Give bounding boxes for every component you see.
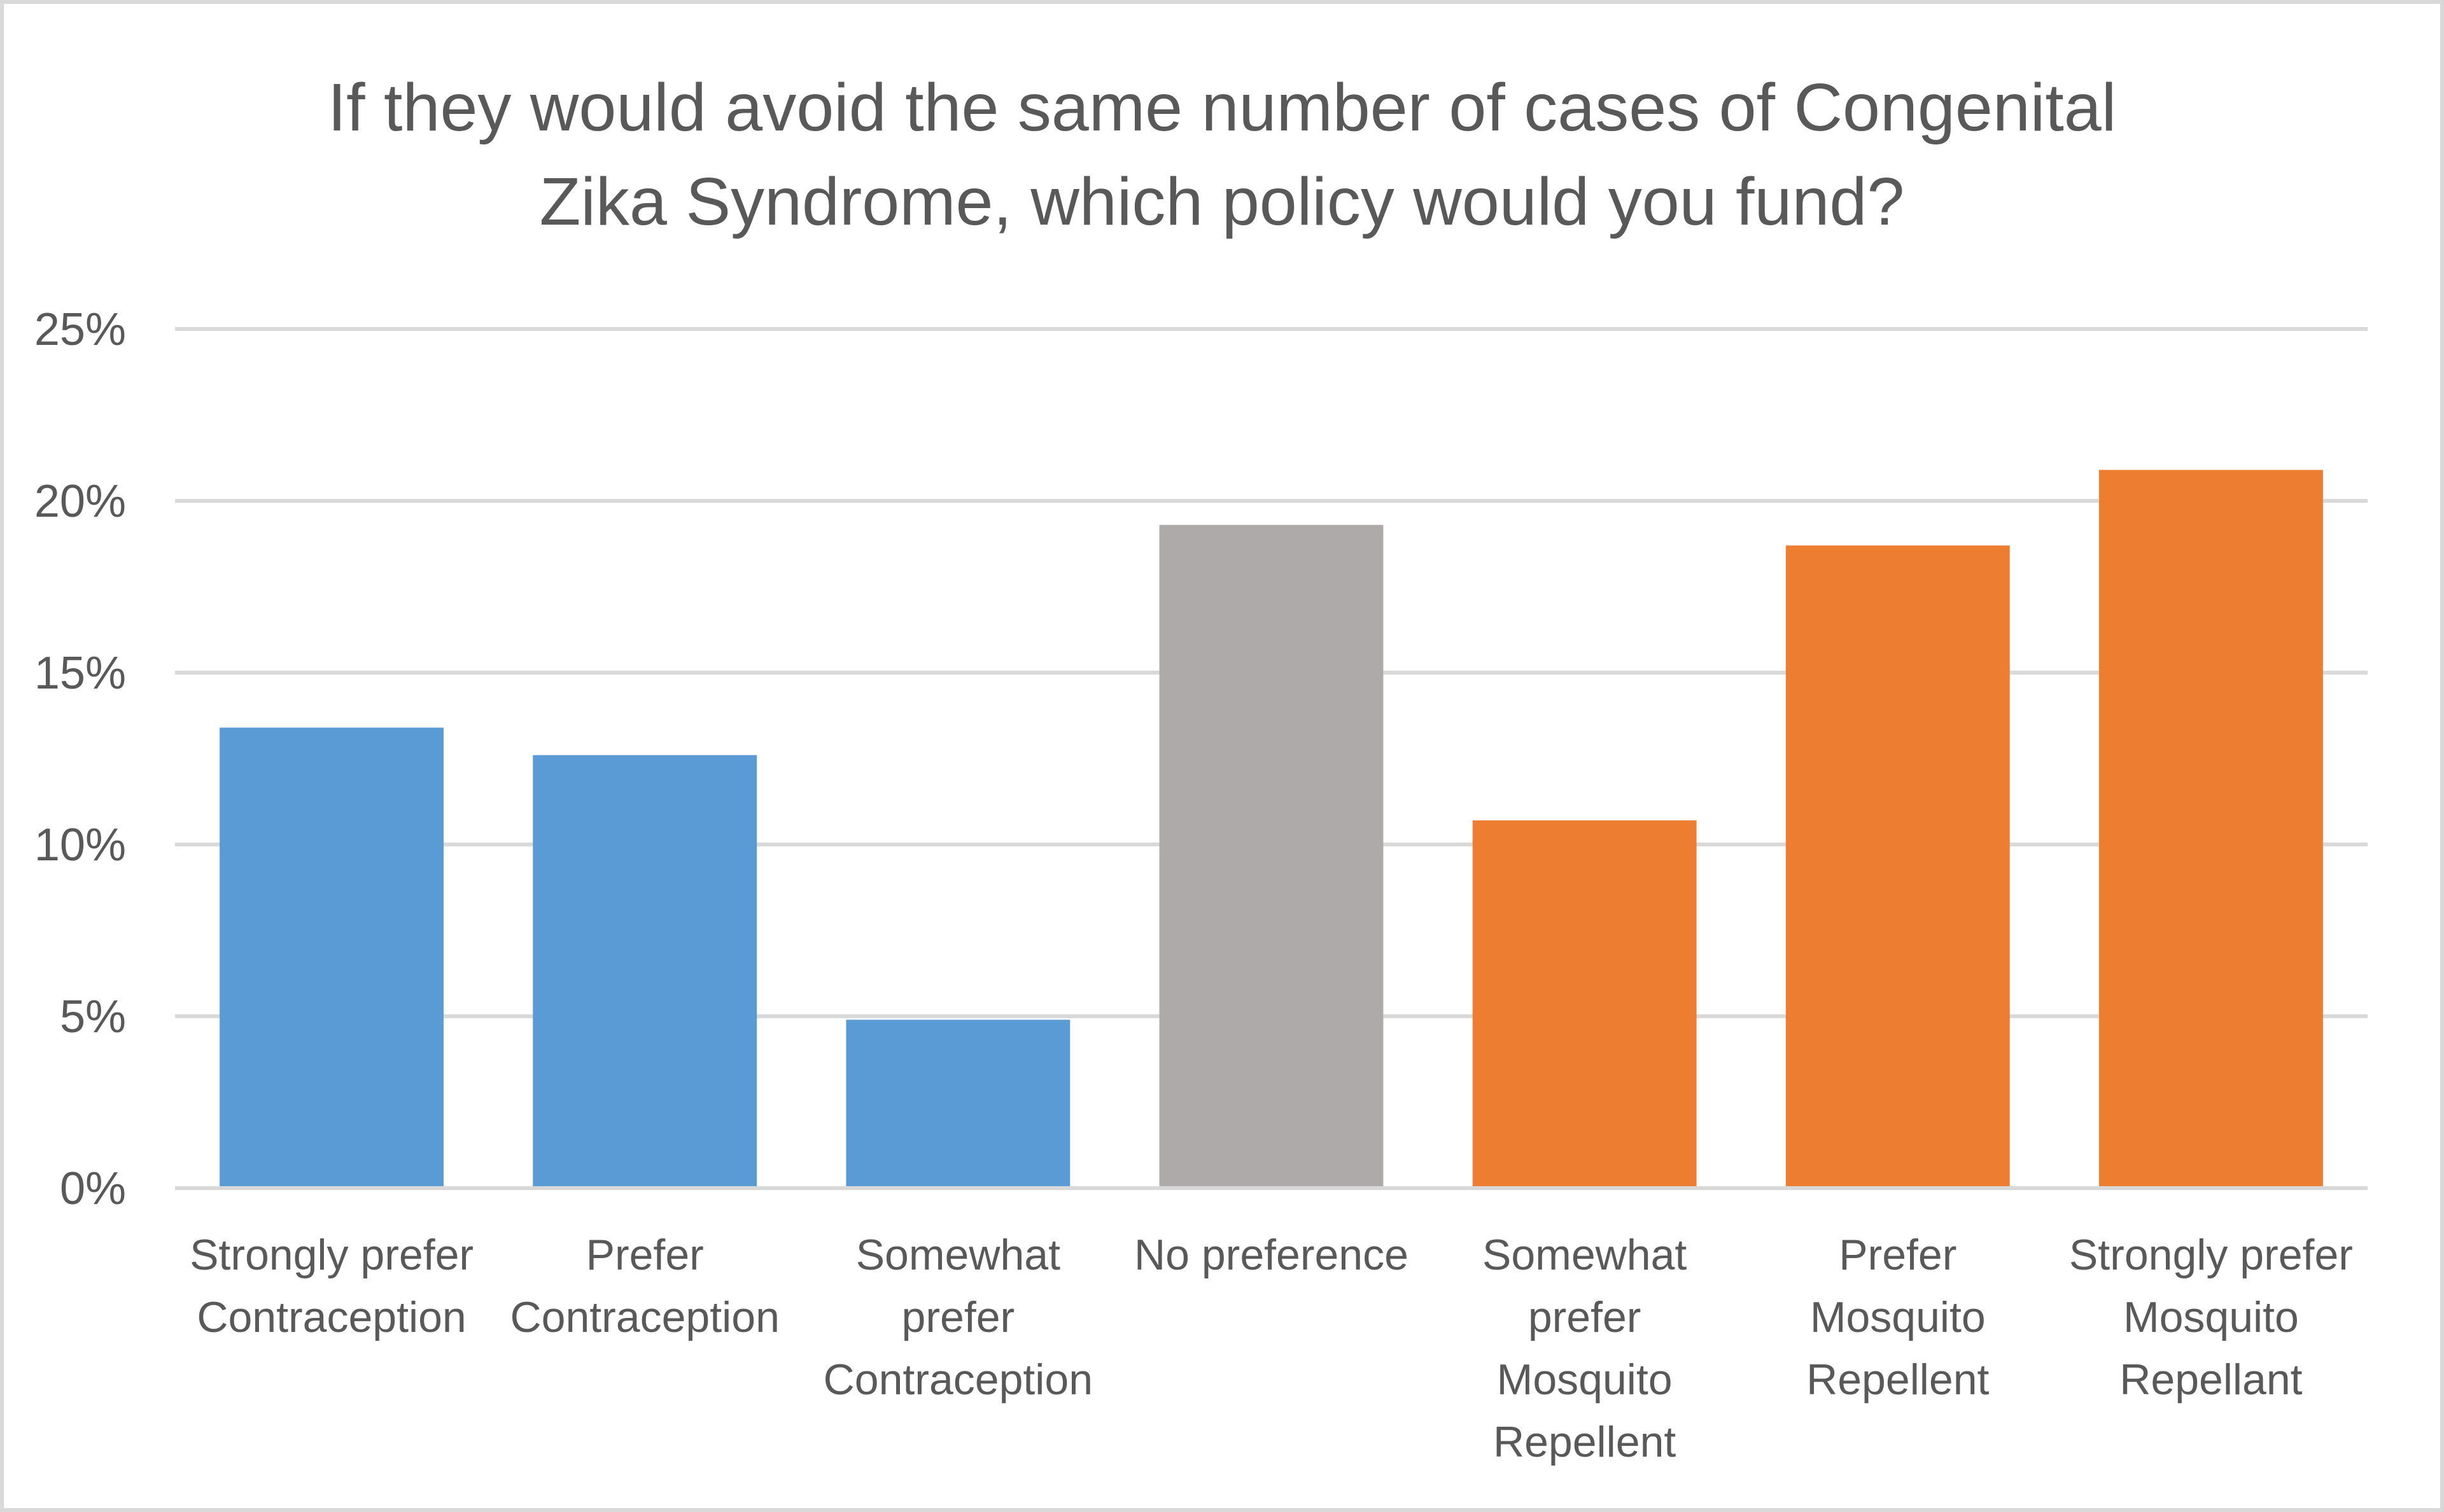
x-category-label: Contraception	[510, 1293, 780, 1341]
bar	[1472, 820, 1697, 1188]
bar	[1785, 545, 2010, 1188]
bar	[533, 755, 757, 1188]
y-tick-label: 10%	[34, 820, 126, 871]
x-category-label: Mosquito	[2123, 1293, 2299, 1341]
x-category-label: Mosquito	[1810, 1293, 1986, 1341]
y-tick-label: 0%	[60, 1163, 126, 1214]
bar	[2098, 470, 2323, 1188]
x-category-label: Repellent	[1806, 1355, 1989, 1404]
x-category-label: Contraception	[824, 1355, 1093, 1404]
x-category-label: Mosquito	[1497, 1355, 1673, 1404]
bar	[220, 727, 444, 1188]
x-category-label: Somewhat	[856, 1231, 1060, 1279]
bar	[1159, 524, 1384, 1188]
chart-title-line: Zika Syndrome, which policy would you fu…	[540, 164, 1905, 239]
x-category-label: Strongly prefer	[190, 1231, 474, 1279]
bars	[175, 470, 2368, 1190]
x-category-label: Prefer	[1839, 1231, 1956, 1279]
x-category-label: Strongly prefer	[2069, 1231, 2353, 1279]
x-category-label: prefer	[902, 1293, 1015, 1341]
x-category-label: Prefer	[586, 1231, 704, 1279]
chart-title-line: If they would avoid the same number of c…	[328, 70, 2117, 145]
x-category-label: No preference	[1134, 1231, 1408, 1279]
chart-title: If they would avoid the same number of c…	[328, 70, 2117, 239]
y-tick-label: 25%	[34, 304, 126, 355]
x-category-label: Repellant	[2119, 1355, 2302, 1404]
y-axis-ticks: 0% 5% 10% 15% 20% 25%	[34, 304, 126, 1214]
y-tick-label: 15%	[34, 648, 126, 699]
x-category-label: Repellent	[1493, 1418, 1676, 1466]
x-category-label: Contraception	[197, 1293, 466, 1341]
bar	[846, 1019, 1071, 1188]
y-tick-label: 20%	[34, 476, 126, 527]
x-category-label: Somewhat	[1482, 1231, 1687, 1279]
x-category-label: prefer	[1528, 1293, 1641, 1341]
x-axis-categories: Strongly prefer Contraception Prefer Contra…	[190, 1231, 2353, 1466]
y-tick-label: 5%	[60, 991, 126, 1042]
